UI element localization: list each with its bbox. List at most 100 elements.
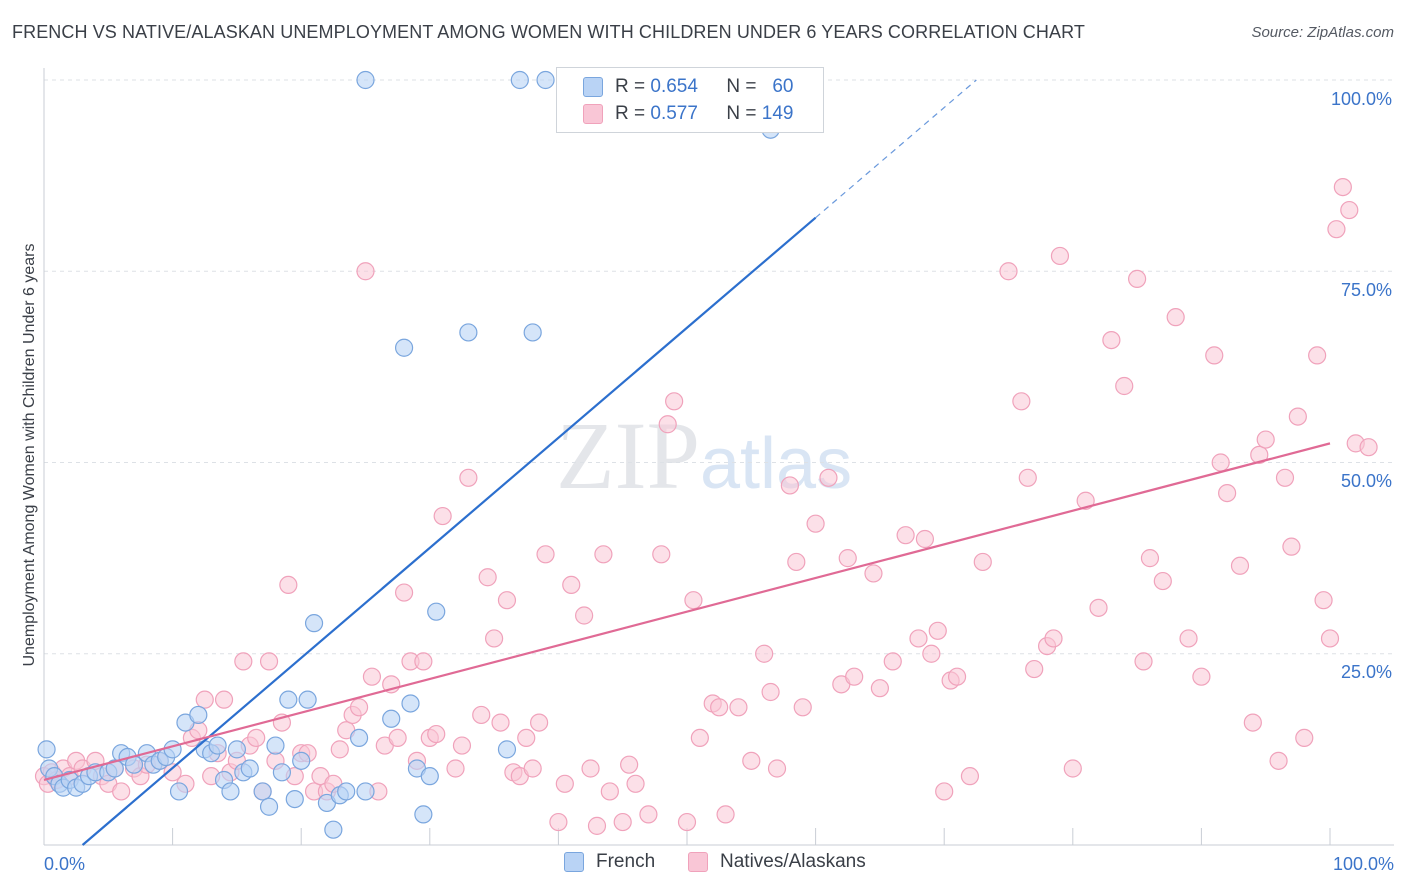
n-label: N = — [726, 76, 757, 97]
natives-point — [1076, 491, 1095, 510]
natives-point — [1140, 549, 1160, 568]
natives-point — [928, 621, 947, 640]
natives-point — [587, 816, 607, 835]
natives-point — [459, 468, 478, 487]
natives-point — [1179, 629, 1198, 648]
natives-swatch — [583, 104, 603, 124]
natives-point — [1243, 713, 1262, 732]
natives-point — [1269, 751, 1288, 770]
natives-point — [915, 529, 935, 549]
natives-point — [549, 812, 568, 832]
french-point — [163, 740, 182, 759]
french-point — [382, 709, 401, 728]
gridlines — [44, 79, 1394, 655]
natives-point — [349, 698, 369, 717]
natives-point — [362, 667, 382, 686]
natives-point — [620, 755, 639, 774]
french-point — [285, 789, 304, 809]
legend-item-french[interactable]: French — [564, 851, 655, 873]
french-point — [298, 690, 317, 709]
french-point — [292, 751, 311, 770]
natives-point — [838, 549, 857, 568]
natives-point — [214, 690, 234, 709]
axes — [43, 68, 1394, 846]
french-point — [349, 728, 369, 748]
natives-swatch — [688, 852, 708, 872]
natives-r-value: 0.577 — [650, 103, 698, 124]
french-point — [259, 797, 279, 816]
legend-item-natives[interactable]: Natives/Alaskans — [688, 851, 866, 873]
natives-point — [517, 728, 536, 748]
legend-row-natives: R = 0.577 N = 149 — [583, 101, 793, 127]
french-point — [304, 614, 324, 633]
natives-point — [600, 782, 619, 801]
natives-point — [1327, 220, 1346, 239]
french-r-value: 0.654 — [650, 76, 698, 97]
natives-point — [234, 652, 253, 671]
natives-trend-line — [43, 442, 1331, 782]
french-point — [240, 759, 259, 778]
natives-point — [1166, 308, 1185, 327]
natives-n-value: 149 — [761, 103, 794, 124]
natives-point — [1153, 571, 1172, 591]
chart-title: FRENCH VS NATIVE/ALASKAN UNEMPLOYMENT AM… — [12, 22, 1085, 42]
natives-point — [1218, 484, 1237, 503]
natives-point — [356, 262, 375, 281]
natives-point — [259, 652, 279, 671]
french-trend-extension — [815, 79, 977, 219]
natives-point — [279, 575, 298, 595]
natives-point — [1340, 200, 1359, 220]
natives-point — [1230, 556, 1250, 575]
french-point — [401, 694, 420, 713]
x-tick-label-max: 100.0% — [1333, 854, 1394, 874]
natives-point — [1018, 468, 1037, 487]
natives-point — [613, 812, 632, 832]
french-point — [169, 782, 189, 801]
french-point — [356, 70, 375, 90]
natives-point — [1102, 331, 1121, 350]
french-point — [427, 602, 446, 621]
correlation-legend: R = 0.654 N = 60 R = 0.577 N = 149 — [556, 67, 824, 133]
natives-point — [729, 698, 748, 717]
natives-point — [433, 506, 452, 526]
french-point — [337, 782, 356, 801]
natives-point — [1134, 652, 1153, 671]
natives-point — [195, 690, 214, 709]
natives-point — [755, 644, 774, 663]
legend-label-french: French — [596, 851, 656, 872]
natives-point — [684, 591, 703, 610]
natives-point — [523, 759, 542, 778]
natives-point — [922, 644, 941, 663]
french-n-value: 60 — [772, 76, 794, 97]
natives-point — [1308, 346, 1327, 365]
natives-point — [665, 392, 684, 411]
french-point — [105, 759, 124, 778]
natives-point — [1063, 759, 1082, 778]
natives-point — [999, 262, 1018, 281]
french-point — [324, 820, 343, 839]
natives-point — [163, 763, 182, 782]
x-tick-label-min: 0.0% — [44, 854, 85, 874]
natives-point — [742, 751, 761, 770]
natives-point — [845, 667, 864, 686]
natives-point — [1320, 629, 1340, 648]
french-point — [497, 740, 517, 759]
natives-point — [793, 698, 812, 717]
natives-point — [787, 552, 806, 572]
natives-point — [414, 652, 433, 671]
french-trend-line — [81, 216, 817, 846]
y-tick-label-75: 75.0% — [1341, 280, 1392, 300]
natives-point — [1250, 445, 1269, 464]
natives-point — [626, 774, 645, 793]
natives-point — [452, 736, 472, 755]
natives-point — [767, 759, 787, 778]
natives-point — [1282, 537, 1301, 556]
french-point — [272, 763, 292, 782]
natives-point — [536, 545, 555, 564]
natives-point — [947, 667, 967, 686]
series-legend: French Natives/Alaskans — [0, 851, 1406, 879]
french-point — [189, 705, 208, 725]
natives-point — [247, 728, 266, 748]
natives-points — [34, 178, 1378, 835]
